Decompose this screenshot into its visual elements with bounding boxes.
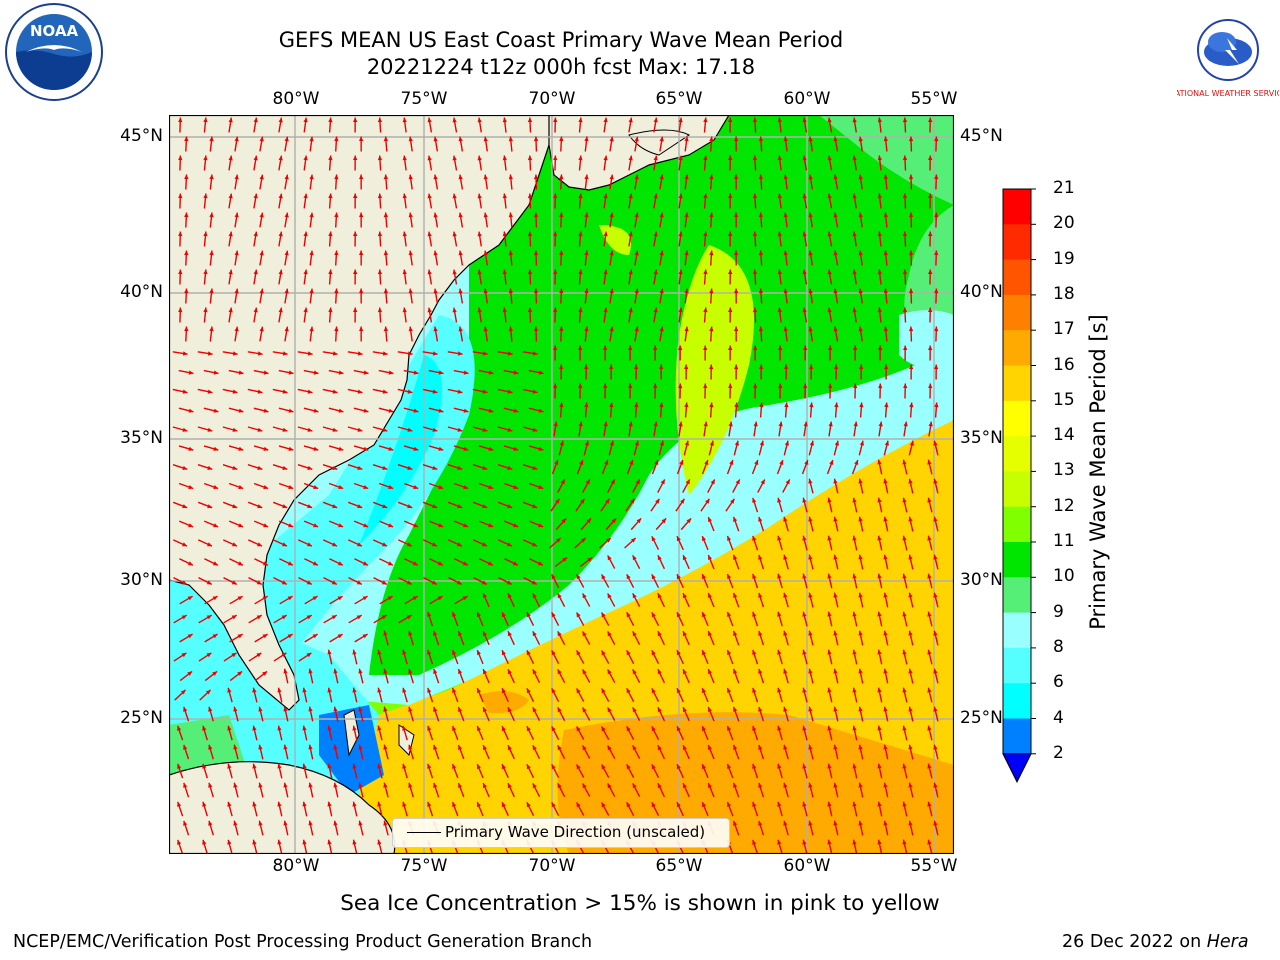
land-cuba xyxy=(169,761,396,854)
colorbar-tick-label: 19 xyxy=(1053,248,1075,269)
sea-ice-note: Sea Ice Concentration > 15% is shown in … xyxy=(340,891,940,916)
colorbar-tick-label: 13 xyxy=(1053,460,1075,481)
legend-line-sample xyxy=(407,832,441,833)
colorbar-tick-label: 16 xyxy=(1053,354,1075,375)
colorbar-tick-label: 8 xyxy=(1053,636,1064,657)
colorbar-tick-label: 17 xyxy=(1053,319,1075,340)
wave-period-map xyxy=(169,115,954,854)
colorbar-segment xyxy=(1003,471,1031,508)
lon-tick-bottom: 60°W xyxy=(783,856,831,876)
colorbar-tick-label: 14 xyxy=(1053,425,1075,446)
footer-date: 26 Dec 2022 on Hera xyxy=(1062,932,1249,952)
lon-tick-top: 55°W xyxy=(910,89,958,109)
colorbar-segment xyxy=(1003,436,1031,472)
colorbar-extend-triangle xyxy=(1002,753,1032,783)
lon-tick-bottom: 80°W xyxy=(272,856,320,876)
colorbar-tick-label: 18 xyxy=(1053,283,1075,304)
colorbar-segment xyxy=(1003,683,1031,719)
colorbar-segment xyxy=(1003,294,1031,331)
lat-tick-left: 35°N xyxy=(120,428,163,448)
lat-tick-left: 45°N xyxy=(120,126,163,146)
lat-tick-right: 30°N xyxy=(960,570,1003,590)
colorbar-segment xyxy=(1003,577,1031,614)
colorbar-segment xyxy=(1003,365,1031,402)
colorbar-segment xyxy=(1003,224,1031,261)
colorbar-tick-label: 21 xyxy=(1053,178,1075,198)
lat-tick-right: 45°N xyxy=(960,126,1003,146)
map-title: GEFS MEAN US East Coast Primary Wave Mea… xyxy=(278,28,844,52)
lat-tick-left: 40°N xyxy=(120,282,163,302)
lat-tick-right: 40°N xyxy=(960,282,1003,302)
noaa-logo: NOAA xyxy=(5,3,103,101)
lat-tick-left: 30°N xyxy=(120,570,163,590)
colorbar-segment xyxy=(1003,647,1031,684)
lon-tick-top: 65°W xyxy=(655,89,703,109)
lon-tick-bottom: 70°W xyxy=(528,856,576,876)
colorbar-segment xyxy=(1003,189,1031,225)
colorbar-tick-label: 2 xyxy=(1053,742,1064,763)
lon-tick-bottom: 55°W xyxy=(910,856,958,876)
lat-tick-left: 25°N xyxy=(120,708,163,728)
colorbar-tick-label: 11 xyxy=(1053,531,1075,551)
legend-label: Primary Wave Direction (unscaled) xyxy=(445,823,706,841)
footer-host: Hera xyxy=(1206,932,1249,952)
colorbar-segment xyxy=(1003,542,1031,578)
noaa-logo-text: NOAA xyxy=(30,22,79,40)
footer-date-text: 26 Dec 2022 on xyxy=(1062,932,1207,952)
colorbar-tick-label: 10 xyxy=(1053,566,1075,587)
colorbar-tick-label: 12 xyxy=(1053,495,1075,516)
colorbar-tick-label: 6 xyxy=(1053,672,1064,693)
nws-logo-text: NATIONAL WEATHER SERVICE xyxy=(1177,89,1279,98)
map-legend: Primary Wave Direction (unscaled) xyxy=(392,818,730,848)
colorbar-segment xyxy=(1003,259,1031,296)
lon-tick-top: 75°W xyxy=(400,89,448,109)
map-subtitle: 20221224 t12z 000h fcst Max: 17.18 xyxy=(366,55,756,79)
colorbar-tick-label: 15 xyxy=(1053,389,1075,410)
colorbar xyxy=(1002,188,1036,783)
colorbar-tick-label: 4 xyxy=(1053,707,1064,728)
lon-tick-bottom: 65°W xyxy=(655,856,703,876)
colorbar-tick-label: 20 xyxy=(1053,213,1075,234)
lon-tick-top: 60°W xyxy=(783,89,831,109)
wave-direction-arrows xyxy=(172,117,939,854)
colorbar-tick-label: 9 xyxy=(1053,601,1064,622)
lat-tick-right: 35°N xyxy=(960,428,1003,448)
period-10-11-zone xyxy=(369,115,954,675)
lon-tick-top: 80°W xyxy=(272,89,320,109)
lon-tick-top: 70°W xyxy=(528,89,576,109)
footer-credit: NCEP/EMC/Verification Post Processing Pr… xyxy=(13,932,593,952)
colorbar-segment xyxy=(1003,330,1031,366)
colorbar-segment xyxy=(1003,718,1031,755)
nws-logo: NATIONAL WEATHER SERVICE xyxy=(1177,2,1279,98)
colorbar-segment xyxy=(1003,400,1031,437)
colorbar-label: Primary Wave Mean Period [s] xyxy=(1086,314,1110,630)
colorbar-segment xyxy=(1003,612,1031,649)
lon-tick-bottom: 75°W xyxy=(400,856,448,876)
lat-tick-right: 25°N xyxy=(960,708,1003,728)
colorbar-segment xyxy=(1003,506,1031,543)
